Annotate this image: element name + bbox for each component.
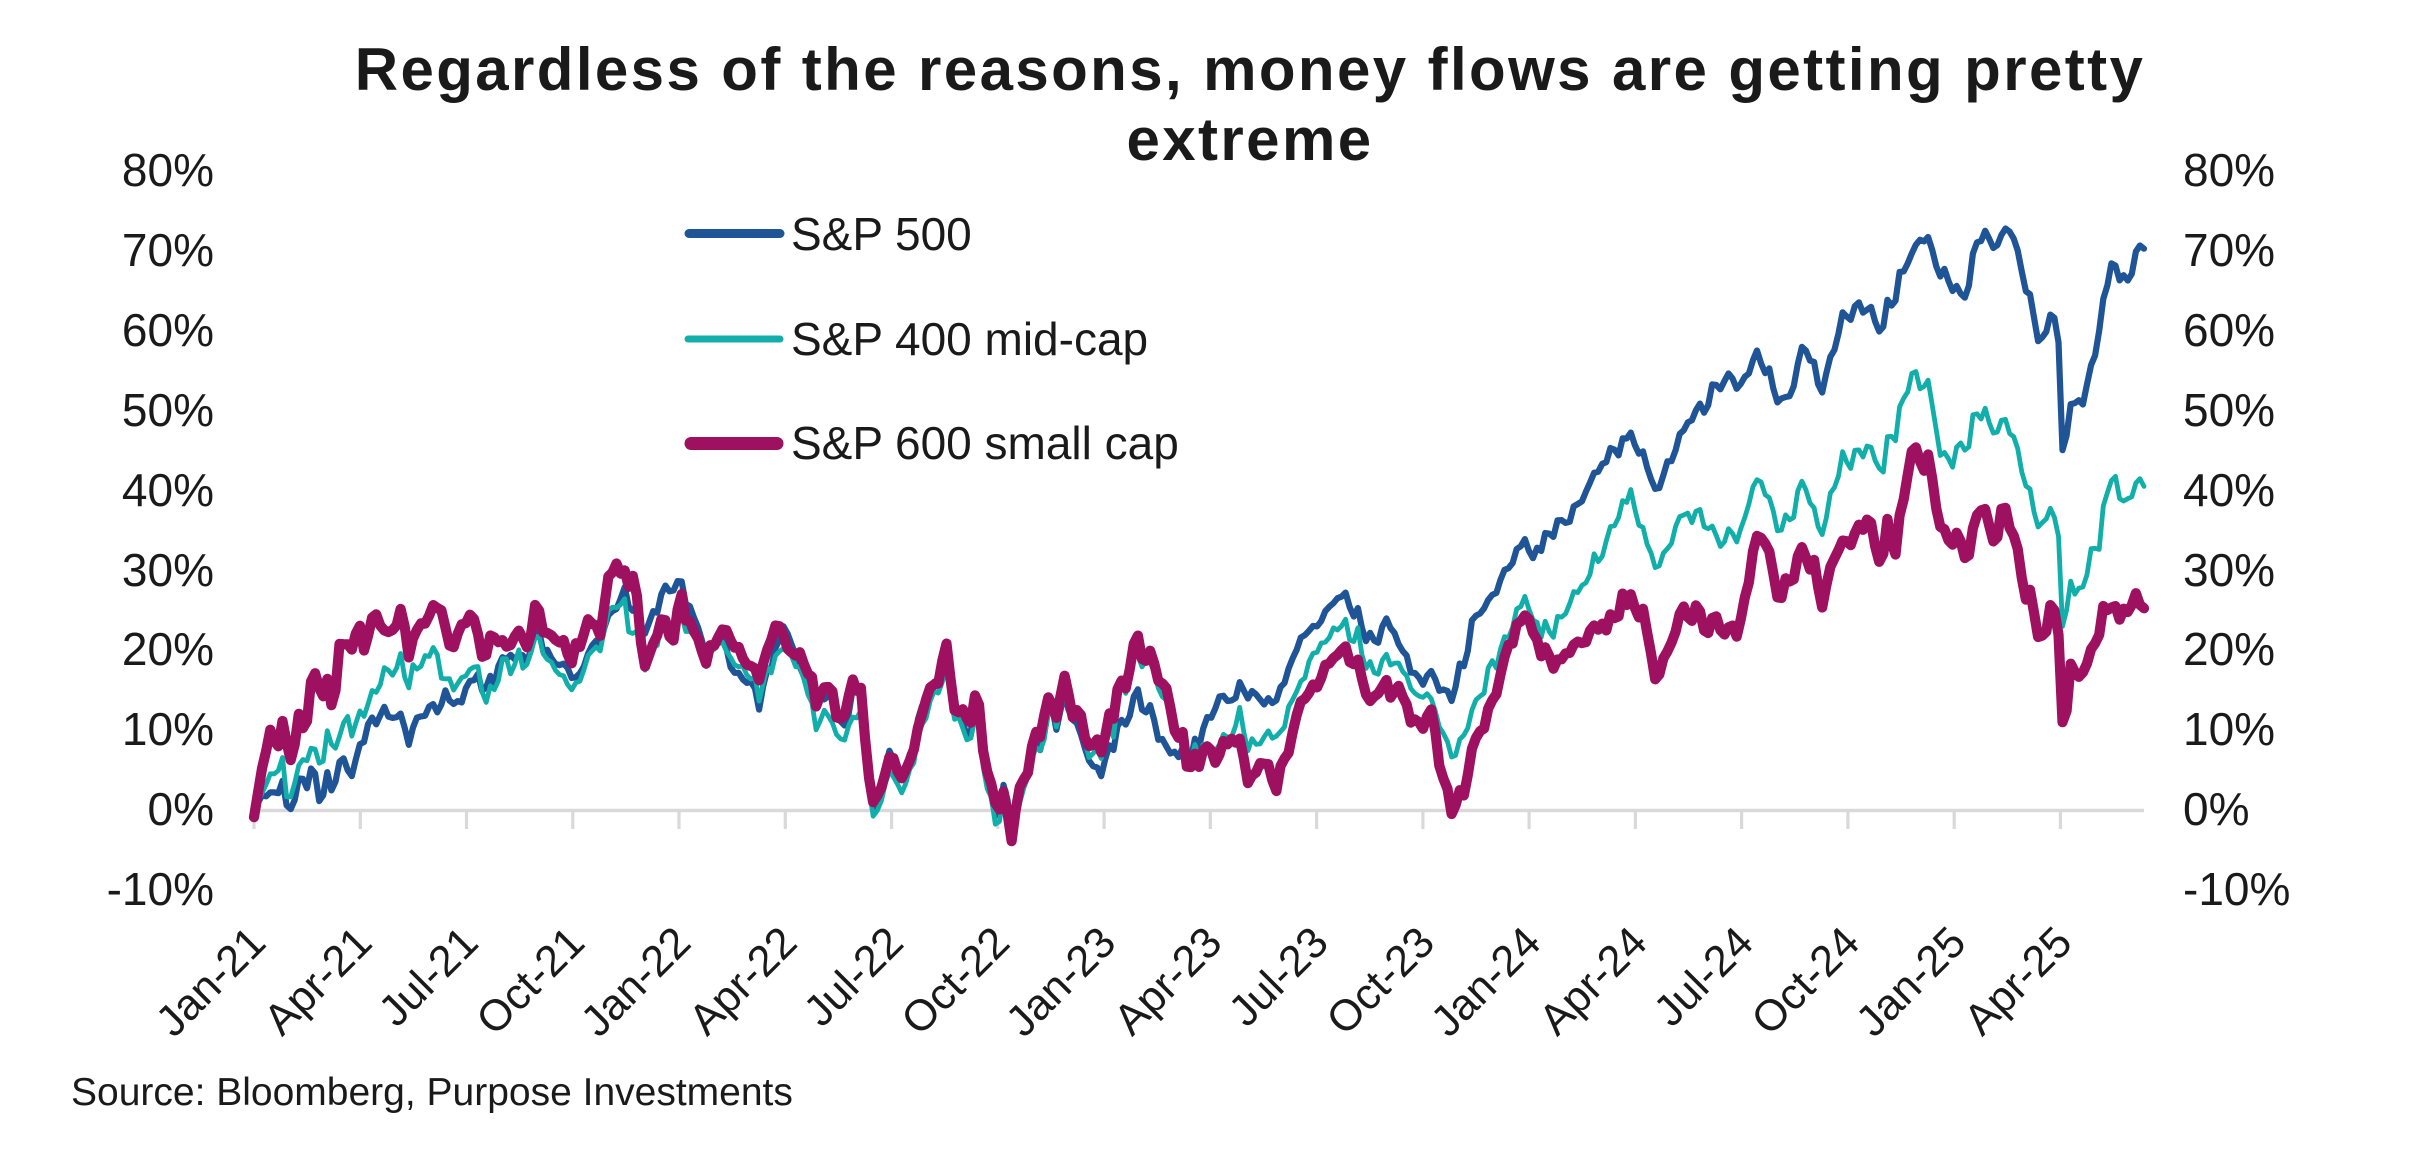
svg-text:Oct-23: Oct-23 <box>1318 918 1444 1044</box>
svg-text:10%: 10% <box>2183 703 2275 755</box>
svg-text:Jan-22: Jan-22 <box>572 918 700 1046</box>
svg-text:0%: 0% <box>148 783 214 835</box>
svg-text:30%: 30% <box>2183 544 2275 596</box>
svg-text:60%: 60% <box>122 304 214 356</box>
svg-text:Jan-21: Jan-21 <box>147 918 275 1046</box>
svg-text:60%: 60% <box>2183 304 2275 356</box>
svg-text:-10%: -10% <box>107 863 214 915</box>
svg-text:-10%: -10% <box>2183 863 2290 915</box>
svg-text:40%: 40% <box>2183 464 2275 516</box>
svg-text:Jan-25: Jan-25 <box>1847 918 1975 1046</box>
svg-text:S&P 600 small cap: S&P 600 small cap <box>791 417 1179 469</box>
svg-text:40%: 40% <box>122 464 214 516</box>
svg-text:30%: 30% <box>122 544 214 596</box>
svg-text:Source: Bloomberg, Purpose Inv: Source: Bloomberg, Purpose Investments <box>71 1071 793 1114</box>
svg-text:extreme: extreme <box>1127 106 1374 173</box>
svg-text:Jan-24: Jan-24 <box>1422 918 1550 1046</box>
svg-text:S&P 400 mid-cap: S&P 400 mid-cap <box>791 313 1148 365</box>
svg-text:Oct-24: Oct-24 <box>1743 918 1869 1044</box>
svg-text:10%: 10% <box>122 703 214 755</box>
svg-text:Oct-21: Oct-21 <box>468 918 594 1044</box>
svg-text:70%: 70% <box>122 224 214 276</box>
svg-text:Apr-25: Apr-25 <box>1955 918 2081 1044</box>
svg-text:Jul-24: Jul-24 <box>1645 918 1763 1036</box>
svg-text:0%: 0% <box>2183 783 2249 835</box>
svg-text:S&P 500: S&P 500 <box>791 208 972 260</box>
svg-text:Apr-21: Apr-21 <box>255 918 381 1044</box>
svg-text:Oct-22: Oct-22 <box>893 918 1019 1044</box>
svg-text:Jul-23: Jul-23 <box>1220 918 1338 1036</box>
svg-text:20%: 20% <box>122 623 214 675</box>
svg-text:50%: 50% <box>2183 384 2275 436</box>
svg-text:Jul-21: Jul-21 <box>370 918 488 1036</box>
svg-text:Jan-23: Jan-23 <box>997 918 1125 1046</box>
svg-text:Regardless of the reasons, mon: Regardless of the reasons, money flows a… <box>355 36 2146 103</box>
svg-text:50%: 50% <box>122 384 214 436</box>
svg-text:Apr-24: Apr-24 <box>1530 918 1656 1044</box>
svg-text:Apr-22: Apr-22 <box>680 918 806 1044</box>
svg-text:20%: 20% <box>2183 623 2275 675</box>
svg-text:Jul-22: Jul-22 <box>795 918 913 1036</box>
svg-text:Apr-23: Apr-23 <box>1105 918 1231 1044</box>
svg-text:80%: 80% <box>2183 144 2275 196</box>
svg-text:80%: 80% <box>122 144 214 196</box>
svg-text:70%: 70% <box>2183 224 2275 276</box>
